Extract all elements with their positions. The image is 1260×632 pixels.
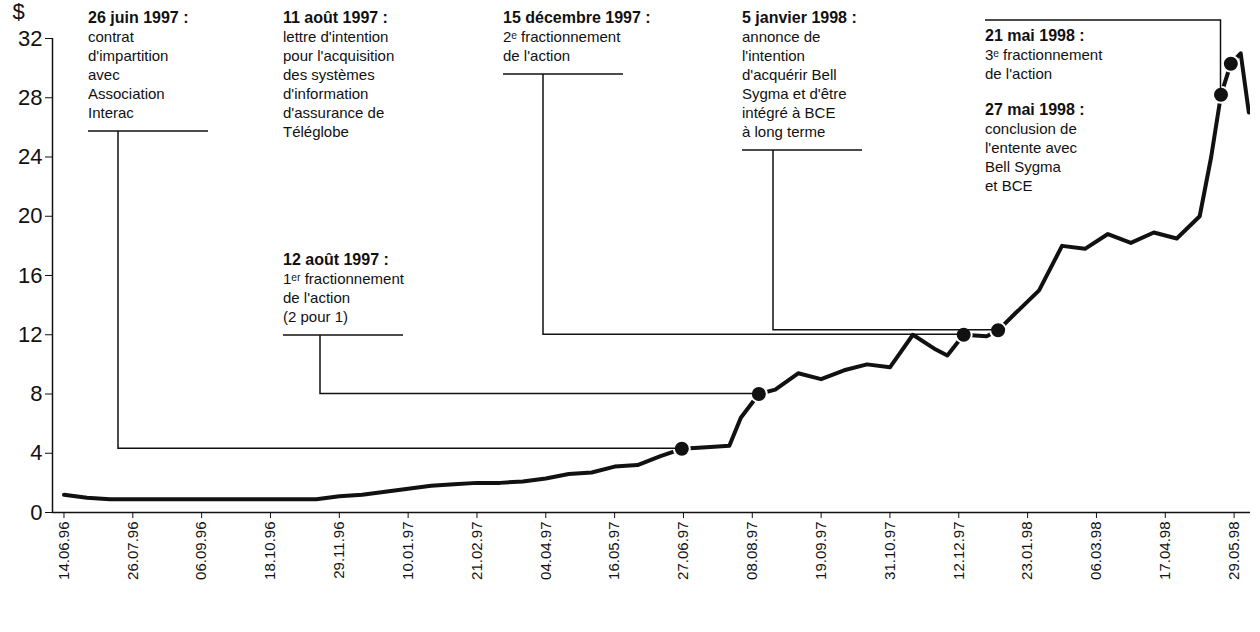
svg-text:16: 16 — [18, 263, 42, 288]
html-text:Téléglobe: Téléglobe — [283, 123, 349, 140]
html-text:pour l'acquisition: pour l'acquisition — [283, 47, 395, 64]
svg-text:10.01.97: 10.01.97 — [399, 522, 416, 580]
html-text:Association: Association — [88, 85, 165, 102]
svg-text:16.05.97: 16.05.97 — [605, 522, 622, 580]
svg-text:06.09.96: 06.09.96 — [192, 522, 209, 580]
svg-text:24: 24 — [18, 144, 42, 169]
html-text:d'assurance de: d'assurance de — [283, 104, 385, 121]
svg-text:31.10.97: 31.10.97 — [881, 522, 898, 580]
html-text:de l'action: de l'action — [283, 289, 351, 306]
html-text:11 août 1997 :: 11 août 1997 : — [283, 9, 388, 26]
html-text:avec: avec — [88, 66, 120, 83]
html-text:intégré à BCE: intégré à BCE — [742, 104, 836, 121]
svg-text:29.05.98: 29.05.98 — [1225, 522, 1242, 580]
svg-text:08.08.97: 08.08.97 — [743, 522, 760, 580]
svg-text:23.01.98: 23.01.98 — [1018, 522, 1035, 580]
html-text:de l'action: de l'action — [503, 47, 571, 64]
svg-text:29.11.96: 29.11.96 — [330, 522, 347, 579]
html-text:à long terme: à long terme — [742, 123, 826, 140]
html-text:l'entente avec: l'entente avec — [985, 139, 1078, 156]
svg-text:28: 28 — [18, 85, 42, 110]
html-text:lettre d'intention: lettre d'intention — [283, 28, 389, 45]
svg-text:26.07.96: 26.07.96 — [124, 522, 141, 580]
svg-text:8: 8 — [30, 381, 42, 406]
html-text:2ᵉ fractionnement: 2ᵉ fractionnement — [503, 28, 621, 45]
html-text:annonce de: annonce de — [742, 28, 821, 45]
svg-text:0: 0 — [30, 500, 42, 525]
html-text:15 décembre 1997 :: 15 décembre 1997 : — [503, 9, 651, 26]
svg-text:18.10.96: 18.10.96 — [261, 522, 278, 580]
html-text:conclusion de: conclusion de — [985, 120, 1077, 137]
svg-text:27.06.97: 27.06.97 — [674, 522, 691, 580]
svg-text:04.04.97: 04.04.97 — [537, 522, 554, 580]
html-text:3ᵉ fractionnement: 3ᵉ fractionnement — [985, 46, 1103, 63]
svg-text:4: 4 — [30, 440, 42, 465]
html-text:Sygma et d'être: Sygma et d'être — [742, 85, 847, 102]
html-text:5 janvier 1998 :: 5 janvier 1998 : — [742, 9, 857, 26]
svg-text:$: $ — [13, 0, 25, 24]
html-text:26 juin 1997 :: 26 juin 1997 : — [88, 9, 189, 26]
svg-text:06.03.98: 06.03.98 — [1087, 522, 1104, 580]
svg-text:12.12.97: 12.12.97 — [950, 522, 967, 580]
html-text:27 mai 1998 :: 27 mai 1998 : — [985, 101, 1085, 118]
html-text:d'information: d'information — [283, 85, 369, 102]
svg-text:21.02.97: 21.02.97 — [468, 522, 485, 580]
html-text:d'impartition: d'impartition — [88, 47, 169, 64]
svg-text:19.09.97: 19.09.97 — [812, 522, 829, 580]
svg-text:17.04.98: 17.04.98 — [1156, 522, 1173, 580]
html-text:l'intention: l'intention — [742, 47, 805, 64]
svg-text:32: 32 — [18, 26, 42, 51]
html-text:(2 pour 1): (2 pour 1) — [283, 308, 348, 325]
html-text:Interac: Interac — [88, 104, 134, 121]
html-text:des systèmes: des systèmes — [283, 66, 375, 83]
html-text:Bell Sygma: Bell Sygma — [985, 158, 1061, 175]
html-text:21 mai 1998 :: 21 mai 1998 : — [985, 27, 1085, 44]
html-text:12 août 1997 :: 12 août 1997 : — [283, 251, 389, 268]
html-text:1ᵉʳ fractionnement: 1ᵉʳ fractionnement — [283, 270, 404, 287]
html-text:de l'action: de l'action — [985, 65, 1053, 82]
html-text:contrat: contrat — [88, 28, 134, 45]
svg-text:20: 20 — [18, 203, 42, 228]
svg-text:12: 12 — [18, 322, 42, 347]
html-text:d'acquérir Bell: d'acquérir Bell — [742, 66, 837, 83]
html-text:et BCE: et BCE — [985, 177, 1033, 194]
svg-text:14.06.96: 14.06.96 — [55, 522, 72, 580]
